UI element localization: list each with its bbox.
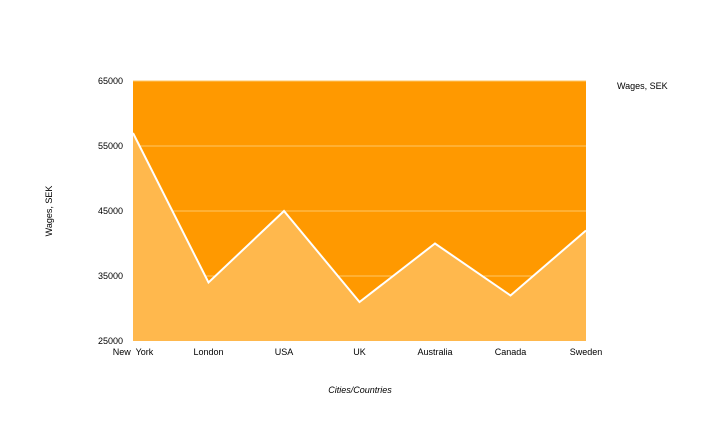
grid-lines [133,80,586,277]
series-line-wages [132,132,587,304]
y-axis-title: Wages, SEK [44,186,54,237]
series-area-wages [133,133,586,341]
legend-label: Wages, SEK [617,81,668,91]
x-tick-label: New York [113,347,154,357]
y-tick-label: 45000 [98,206,123,216]
x-tick-label: Sweden [570,347,603,357]
y-tick-label: 35000 [98,271,123,281]
y-tick-label: 55000 [98,141,123,151]
x-tick-label: UK [353,347,366,357]
y-axis-ticks: 65000 55000 45000 35000 25000 [98,76,123,346]
x-tick-label: Canada [495,347,527,357]
x-axis-title: Cities/Countries [328,385,392,395]
x-tick-label: London [193,347,223,357]
y-tick-label: 65000 [98,76,123,86]
x-tick-label: Australia [417,347,452,357]
x-tick-label: USA [275,347,294,357]
x-axis-ticks: New York London USA UK Australia Canada … [113,347,603,357]
y-tick-label: 25000 [98,336,123,346]
